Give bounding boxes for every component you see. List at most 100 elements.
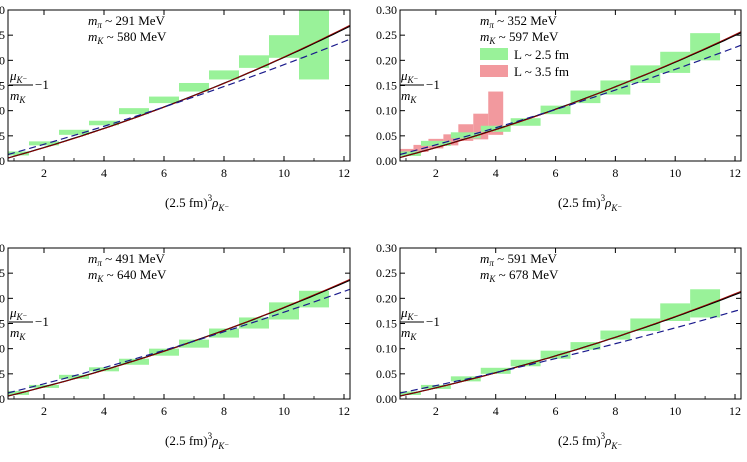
x-tick-label: 12 (729, 404, 741, 418)
y-tick-label: 0.05 (376, 129, 397, 143)
legend-label: L ~ 2.5 fm (514, 47, 569, 62)
y-tick-label: 0.00 (0, 392, 5, 406)
band-box (690, 33, 721, 61)
fit-dashed-line (400, 308, 741, 394)
fit-thin-line (400, 31, 741, 158)
band-box (480, 125, 511, 132)
band-box (89, 367, 119, 372)
band-box (413, 144, 429, 152)
band-box (239, 317, 269, 329)
y-axis-label: μK⁻ mK −1 (9, 305, 49, 342)
x-tick-label: 2 (41, 404, 47, 418)
band-box (119, 358, 149, 365)
band-box (8, 151, 29, 156)
band-box (690, 289, 721, 318)
annotation-mk: mK ~ 580 MeV (88, 29, 167, 46)
y-tick-label: 0.00 (376, 392, 397, 406)
annotation-mk: mK ~ 597 MeV (480, 29, 559, 46)
x-tick-label: 4 (493, 166, 499, 180)
band-box (570, 90, 601, 104)
x-tick-label: 4 (493, 404, 499, 418)
x-tick-label: 2 (433, 404, 439, 418)
band-box (89, 120, 119, 126)
annotation-mpi: mπ ~ 491 MeV (88, 251, 166, 268)
y-tick-label: 0.05 (376, 367, 397, 381)
x-tick-label: 10 (278, 404, 290, 418)
fit-dashed-line (8, 288, 350, 394)
y-tick-label: 0.20 (0, 53, 5, 67)
legend-swatch-green (480, 48, 508, 60)
y-tick-label: 0.10 (376, 342, 397, 356)
x-tick-label: 6 (553, 404, 559, 418)
x-axis-label: (2.5 fm)3ρK⁻ (165, 193, 229, 213)
annotation-mk: mK ~ 678 MeV (480, 267, 559, 284)
x-tick-label: 8 (221, 166, 227, 180)
svg-text:−1: −1 (426, 77, 440, 92)
fit-dashed-line (8, 38, 350, 156)
band-green (400, 289, 721, 395)
x-axis-label: (2.5 fm)3ρK⁻ (558, 193, 622, 213)
annotation-mpi: mπ ~ 291 MeV (88, 13, 166, 30)
band-box (660, 303, 691, 321)
y-tick-label: 0.30 (376, 241, 397, 255)
band-box (269, 35, 299, 58)
band-box (600, 330, 631, 340)
svg-text:mK: mK (10, 325, 26, 342)
svg-text:μK⁻: μK⁻ (400, 305, 419, 322)
panel-3: 2 4 6 8 10 12 0.00 0.05 0.10 0.15 0.20 0.25 0.30 mπ ~… (0, 241, 351, 418)
y-tick-label: 0.10 (0, 342, 5, 356)
band-box (59, 374, 89, 379)
annotation-mpi: mπ ~ 591 MeV (480, 251, 558, 268)
fit-thin-line (400, 290, 741, 397)
panel-1: 2 4 6 8 10 12 0.00 0.05 0.10 0.15 0.20 0.25 0.30 mπ ~… (0, 3, 351, 180)
svg-text:−1: −1 (426, 314, 440, 329)
plot-area (400, 289, 741, 397)
y-tick-label: 0.20 (0, 291, 5, 305)
legend-label: L ~ 3.5 fm (514, 64, 569, 79)
band-green (8, 10, 329, 156)
y-tick-label: 0.15 (376, 317, 397, 331)
plot-area (8, 278, 350, 397)
y-tick-label: 0.25 (376, 266, 397, 280)
y-tick-label: 0.25 (0, 266, 5, 280)
svg-text:μK⁻: μK⁻ (400, 68, 419, 85)
y-tick-label: 0.10 (376, 104, 397, 118)
band-box (29, 141, 59, 146)
band-box (480, 367, 511, 374)
svg-text:μK⁻: μK⁻ (9, 68, 28, 85)
band-box (209, 70, 239, 80)
y-tick-label: 0.00 (376, 154, 397, 168)
x-tick-label: 8 (221, 404, 227, 418)
svg-text:−1: −1 (35, 77, 49, 92)
y-tick-label: 0.20 (376, 53, 397, 67)
band-box (540, 350, 571, 359)
fit-dashed-line (400, 44, 741, 156)
band-box (420, 140, 451, 146)
band-box (488, 91, 504, 135)
y-tick-label: 0.05 (0, 367, 5, 381)
svg-text:mK: mK (401, 88, 417, 105)
x-tick-label: 4 (101, 404, 107, 418)
band-box (570, 342, 601, 350)
band-green (8, 290, 329, 395)
annotation-mpi: mπ ~ 352 MeV (480, 13, 558, 30)
band-box (299, 10, 329, 80)
x-tick-label: 8 (612, 166, 618, 180)
y-tick-label: 0.15 (0, 317, 5, 331)
y-tick-label: 0.20 (376, 291, 397, 305)
band-box (149, 96, 179, 104)
y-tick-label: 0.30 (0, 241, 5, 255)
band-box (630, 318, 661, 332)
svg-text:mK: mK (401, 325, 417, 342)
band-box (149, 348, 179, 356)
plot-area (400, 31, 741, 159)
x-tick-label: 6 (161, 166, 167, 180)
band-box (209, 328, 239, 338)
band-box (450, 132, 481, 139)
x-tick-label: 2 (433, 166, 439, 180)
x-tick-label: 12 (729, 166, 741, 180)
y-tick-label: 0.15 (0, 79, 5, 93)
panel-4: 2 4 6 8 10 12 0.00 0.05 0.10 0.15 0.20 0.25 0.30 mπ ~… (376, 241, 742, 418)
y-tick-label: 0.30 (0, 3, 5, 17)
